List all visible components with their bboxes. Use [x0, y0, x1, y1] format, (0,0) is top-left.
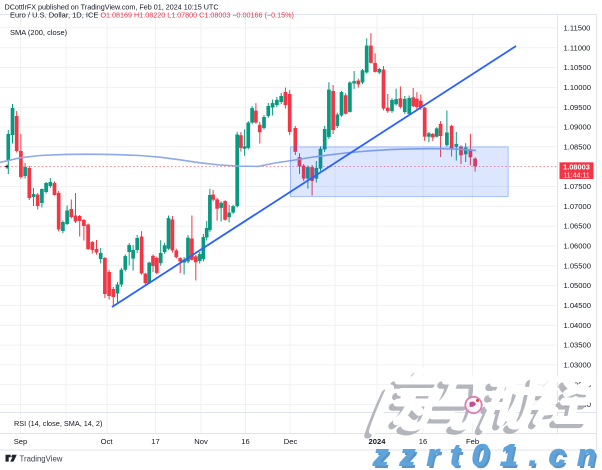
- svg-text:1.04000: 1.04000: [564, 321, 591, 330]
- svg-text:zzrt01.cn: zzrt01.cn: [372, 438, 602, 470]
- svg-text:1.09500: 1.09500: [564, 103, 591, 112]
- svg-text:1.09000: 1.09000: [564, 123, 591, 132]
- svg-text:zzrt01.cn: zzrt01.cn: [374, 440, 602, 470]
- svg-text:DCottlrFX published on Trading: DCottlrFX published on TradingView.com, …: [5, 3, 219, 12]
- svg-text:Feb: Feb: [466, 437, 479, 446]
- svg-text:1.05500: 1.05500: [564, 261, 591, 270]
- svg-text:1.10500: 1.10500: [564, 63, 591, 72]
- svg-text:2024: 2024: [369, 437, 387, 446]
- svg-text:SMA (200, close): SMA (200, close): [10, 28, 68, 37]
- svg-text:1.07500: 1.07500: [564, 182, 591, 191]
- svg-text:1.07000: 1.07000: [564, 202, 591, 211]
- svg-text:1.10000: 1.10000: [564, 83, 591, 92]
- svg-text:1.06500: 1.06500: [564, 222, 591, 231]
- svg-text:1.05000: 1.05000: [564, 281, 591, 290]
- svg-text:17: 17: [151, 437, 159, 446]
- svg-text:1.11000: 1.11000: [564, 43, 591, 52]
- svg-text:11:44:11: 11:44:11: [563, 172, 589, 179]
- svg-text:Dec: Dec: [284, 437, 298, 446]
- svg-text:1.08003: 1.08003: [563, 163, 590, 172]
- svg-text:RSI (14, close, SMA, 14, 2): RSI (14, close, SMA, 14, 2): [14, 419, 102, 428]
- svg-text:Sep: Sep: [14, 437, 28, 446]
- svg-text:16: 16: [419, 437, 427, 446]
- svg-text:TradingView: TradingView: [20, 454, 63, 463]
- svg-text:1.08500: 1.08500: [564, 142, 591, 151]
- svg-text:Oct: Oct: [101, 437, 114, 446]
- svg-text:1.03500: 1.03500: [564, 341, 591, 350]
- svg-text:1.04500: 1.04500: [564, 301, 591, 310]
- svg-text:16: 16: [241, 437, 249, 446]
- svg-text:Nov: Nov: [194, 437, 208, 446]
- svg-text:1.03000: 1.03000: [564, 361, 591, 370]
- svg-text:1.06000: 1.06000: [564, 242, 591, 251]
- svg-text:Euro / U.S. Dollar, 1D, ICE O1: Euro / U.S. Dollar, 1D, ICE O1.08169 H1.…: [10, 10, 294, 19]
- svg-text:1.11500: 1.11500: [564, 24, 591, 33]
